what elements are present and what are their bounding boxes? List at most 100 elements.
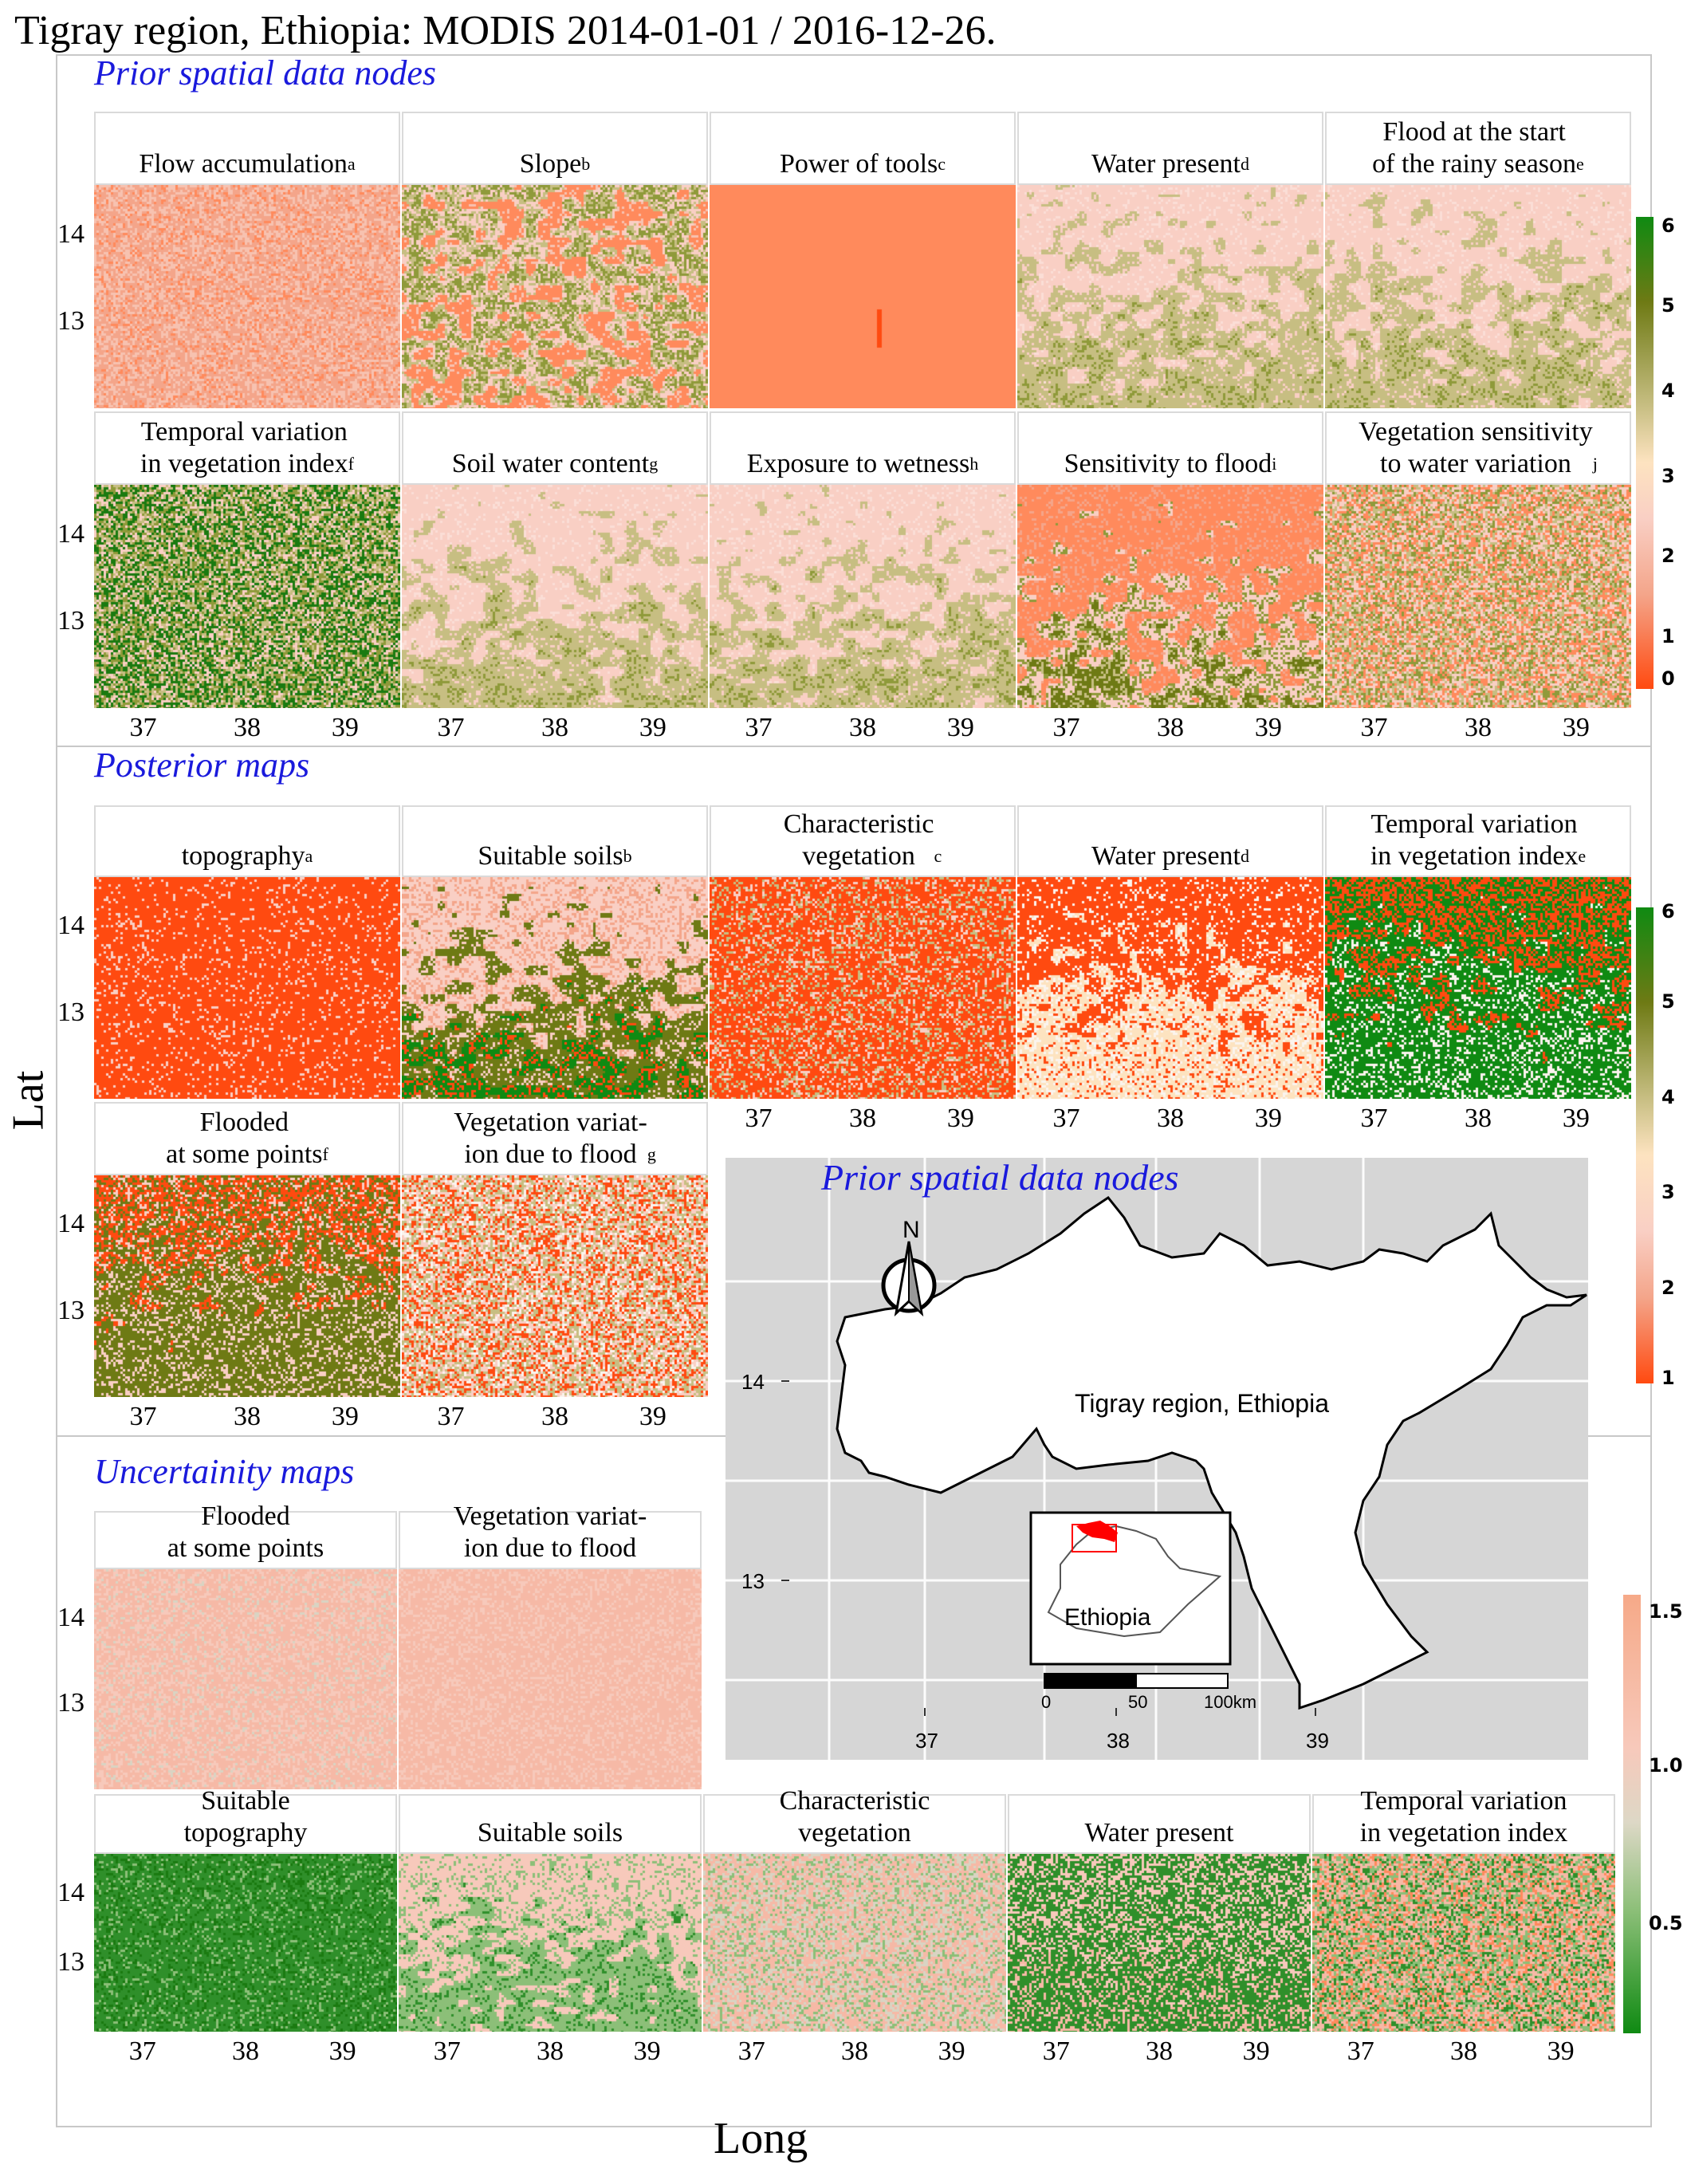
legend-tick-mark <box>1654 1378 1660 1380</box>
panel-label: Water present <box>1091 149 1241 179</box>
posterior-map-raster <box>710 877 1016 1099</box>
north-label: N <box>902 1217 920 1243</box>
tigray-outline <box>836 1195 1587 1710</box>
prior-panel-strip: Vegetation sensitivity to water variatio… <box>1325 411 1631 485</box>
legend-tick-label: 0.5 <box>1649 1911 1683 1934</box>
posterior-legend-bar <box>1636 907 1654 1383</box>
panel-label: Vegetation variat- ion due to flood <box>453 1501 647 1563</box>
x-tick-label: 38 <box>541 713 568 742</box>
legend-tick-label: 4 <box>1661 380 1675 403</box>
panel-label: Vegetation variat- ion due to flood <box>454 1108 647 1169</box>
panel-label: Flow accumulation <box>139 149 348 179</box>
x-tick-label: 39 <box>639 1402 667 1431</box>
uncertainty-map-raster <box>703 1854 1006 2032</box>
uncertainty-map-raster <box>94 1569 397 1789</box>
y-tick-label: 13 <box>57 1295 85 1325</box>
x-tick-label: 38 <box>849 1104 876 1133</box>
prior-map-raster <box>402 185 708 408</box>
legend-tick-label: 1.0 <box>1649 1753 1683 1777</box>
x-tick-label: 38 <box>849 713 876 742</box>
legend-tick-label: 5 <box>1661 294 1675 317</box>
panel-footnote-marker: g <box>649 454 659 474</box>
prior-map-raster <box>94 185 400 408</box>
legend-tick-mark <box>1641 1922 1647 1925</box>
legend-tick-label: 6 <box>1661 899 1675 923</box>
posterior-panel-strip: Vegetation variat- ion due to flood g <box>402 1102 708 1175</box>
uncertainty-panel-strip: Flooded at some points <box>94 1501 397 1569</box>
scale-label: 100km <box>1204 1692 1257 1712</box>
prior-panel-strip: Flow accumulation a <box>94 112 400 185</box>
panel-footnote-marker: f <box>348 454 354 474</box>
legend-tick-mark <box>1654 636 1660 638</box>
y-tick-label: 14 <box>57 518 85 549</box>
x-axis-label: Long <box>714 2114 808 2163</box>
x-tick-label: 39 <box>633 2036 661 2066</box>
legend-tick-label: 2 <box>1661 545 1675 568</box>
panel-footnote-marker: d <box>1241 154 1249 174</box>
prior-map-raster <box>1017 485 1323 708</box>
legend-tick-mark <box>1641 1765 1647 1767</box>
x-tick-label: 39 <box>331 713 359 742</box>
legend-tick-label: 0 <box>1661 667 1675 691</box>
panel-label: Vegetation sensitivity to water variatio… <box>1359 417 1593 478</box>
north-arrow-icon <box>881 1241 937 1317</box>
legend-tick-mark <box>1654 679 1660 681</box>
uncertainty-section-title: Uncertainity maps <box>94 1452 355 1491</box>
uncertainty-map-raster <box>94 1854 397 2032</box>
panel-footnote-marker: f <box>322 1144 328 1164</box>
x-tick-label: 38 <box>1465 713 1492 742</box>
posterior-panel-strip: Flooded at some points f <box>94 1102 400 1175</box>
panel-label: Flooded at some points <box>166 1108 323 1169</box>
panel-label: Temporal variation in vegetation index <box>1359 1786 1568 1848</box>
legend-tick-label: 3 <box>1661 1181 1675 1204</box>
legend-tick-label: 1.5 <box>1649 1600 1683 1623</box>
legend-tick-mark <box>1654 911 1660 913</box>
x-tick-label: 37 <box>745 1104 773 1133</box>
legend-tick-mark <box>1654 1287 1660 1289</box>
panel-label: Flood at the start of the rainy season <box>1372 117 1577 179</box>
x-tick-label: 37 <box>433 2036 461 2066</box>
uncertainty-map-raster <box>399 1854 702 2032</box>
y-axis-label: Lat <box>3 1070 53 1131</box>
panel-footnote-marker: c <box>934 846 942 866</box>
posterior-map-raster <box>94 1175 400 1397</box>
panel-label: Water present <box>1084 1818 1234 1848</box>
prior-section-title: Prior spatial data nodes <box>94 53 437 92</box>
uncertainty-map-raster <box>399 1569 702 1789</box>
uncertainty-panel-strip: Suitable topography <box>94 1786 397 1854</box>
x-tick-label: 37 <box>1360 1104 1388 1133</box>
x-tick-label: 37 <box>129 1402 157 1431</box>
posterior-panel-strip: topography a <box>94 805 400 877</box>
x-tick-label: 38 <box>1450 2036 1477 2066</box>
prior-panel-strip: Slope b <box>402 112 708 185</box>
prior-panel-strip: Power of tools c <box>710 112 1016 185</box>
panel-label: Suitable soils <box>478 841 623 871</box>
prior-legend-bar <box>1636 217 1654 689</box>
legend-tick-mark <box>1641 1611 1647 1613</box>
posterior-panel-strip: Temporal variation in vegetation index e <box>1325 805 1631 877</box>
x-tick-label: 38 <box>232 2036 259 2066</box>
figure-title: Tigray region, Ethiopia: MODIS 2014-01-0… <box>14 8 997 53</box>
panel-label: Sensitivity to flood <box>1064 449 1272 478</box>
prior-panel-strip: Water present d <box>1017 112 1323 185</box>
panel-label: Exposure to wetness <box>746 449 970 478</box>
panel-label: Slope <box>519 149 582 179</box>
x-tick-label: 39 <box>639 713 667 742</box>
prior-map-raster <box>710 485 1016 708</box>
inset-ticks <box>781 1380 1316 1716</box>
scale-label: 50 <box>1128 1692 1148 1712</box>
prior-map-raster <box>710 185 1016 408</box>
posterior-panel-strip: Water present d <box>1017 805 1323 877</box>
x-tick-label: 38 <box>234 1402 261 1431</box>
panel-label: Temporal variation in vegetation index <box>140 417 348 478</box>
posterior-section-title: Posterior maps <box>94 746 310 785</box>
x-tick-label: 37 <box>437 1402 465 1431</box>
panel-footnote-marker: d <box>1241 846 1249 866</box>
prior-panel-strip: Sensitivity to flood i <box>1017 411 1323 485</box>
panel-label: Temporal variation in vegetation index <box>1370 809 1579 871</box>
panel-label: Soil water content <box>451 449 650 478</box>
x-tick-label: 39 <box>1562 1104 1590 1133</box>
legend-tick-mark <box>1654 225 1660 227</box>
y-tick-label: 13 <box>57 305 85 336</box>
legend-tick-label: 5 <box>1661 990 1675 1013</box>
